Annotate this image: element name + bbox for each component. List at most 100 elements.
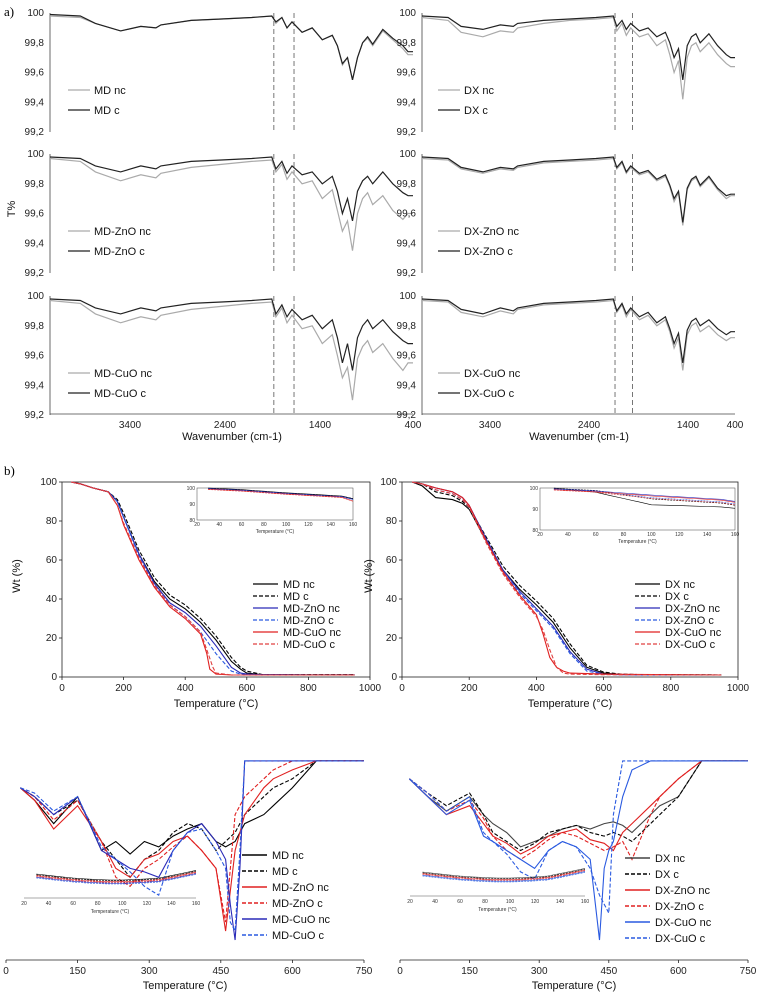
tga-dx-chart: 0 200 400 600 800 1000020406080100Temperature… xyxy=(363,477,750,710)
ftir-md-subplot: 99,2 99,4 99,6 99,8 100 T% MD-ZnO nc MD-ZnO c xyxy=(6,149,413,279)
inset-series-line xyxy=(36,870,197,881)
x-tick-label: 3400 xyxy=(479,420,502,431)
legend-label: DX-CuO nc xyxy=(655,917,712,929)
x-tick-label: 200 xyxy=(115,683,132,694)
inset-series-line xyxy=(36,872,197,883)
y-tick-label: 99,8 xyxy=(397,38,417,49)
tga-md-chart: 0 200 400 600 800 1000020406080100Temperature… xyxy=(11,477,382,710)
x-tick-label: 0 xyxy=(397,966,403,977)
inset-y-tick-label: 90 xyxy=(189,502,195,508)
inset-series-line xyxy=(422,871,586,882)
y-tick-label: 40 xyxy=(46,594,58,605)
inset-x-tick-label: 160 xyxy=(192,901,201,907)
series-line xyxy=(408,760,748,861)
inset-series-line xyxy=(422,868,586,880)
x-tick-label: 150 xyxy=(69,966,86,977)
inset-y-tick-label: 100 xyxy=(530,486,539,492)
legend-label: DX-CuO c xyxy=(665,639,716,651)
inset-x-tick-label: 40 xyxy=(217,522,223,528)
y-tick-label: 99,4 xyxy=(397,238,417,249)
series-line xyxy=(20,760,364,923)
inset-series-line xyxy=(553,489,736,506)
series-line xyxy=(408,760,748,848)
series-line xyxy=(421,156,735,223)
inset-x-tick-label: 60 xyxy=(239,522,245,528)
inset-x-tick-label: 60 xyxy=(457,899,463,905)
legend-label: MD-CuO c xyxy=(272,930,324,942)
inset-series-line xyxy=(553,488,736,502)
inset-series-line xyxy=(36,870,197,882)
series-line xyxy=(49,157,413,251)
inset-series-line xyxy=(422,868,586,879)
y-tick-label: 99,2 xyxy=(25,410,45,421)
x-tick-label: 1400 xyxy=(309,420,332,431)
x-axis-label: Temperature (°C) xyxy=(174,698,258,710)
y-tick-label: 99,2 xyxy=(25,127,45,138)
x-tick-label: 0 xyxy=(59,683,65,694)
legend-label: MD-ZnO nc xyxy=(272,882,329,894)
legend-label: DX nc xyxy=(665,579,695,591)
ftir-md-subplot: 99,2 99,4 99,6 99,8 100 MD-CuO nc MD-CuO c xyxy=(25,291,413,421)
inset-x-tick-label: 160 xyxy=(349,522,358,528)
x-tick-label: 0 xyxy=(3,966,9,977)
y-tick-label: 40 xyxy=(386,594,398,605)
inset-x-tick-label: 80 xyxy=(261,522,267,528)
legend-label: DX-ZnO nc xyxy=(464,226,520,238)
x-tick-label: 2400 xyxy=(578,420,601,431)
inset-x-tick-label: 60 xyxy=(593,532,599,538)
y-tick-label: 20 xyxy=(386,633,398,644)
dtg-md-chart: 0 150 300 450 600 750 Temperature (°C) MD nc MD … xyxy=(3,760,373,992)
y-tick-label: 99,4 xyxy=(397,97,417,108)
series-line xyxy=(49,298,413,371)
y-tick-label: 100 xyxy=(399,149,416,160)
x-tick-label: 1000 xyxy=(727,683,750,694)
inset-x-tick-label: 20 xyxy=(194,522,200,528)
inset-series-line xyxy=(422,870,586,881)
inset-x-tick-label: 80 xyxy=(482,899,488,905)
x-tick-label: 600 xyxy=(238,683,255,694)
inset-y-tick-label: 80 xyxy=(532,528,538,534)
y-tick-label: 100 xyxy=(40,477,57,488)
x-tick-label: 600 xyxy=(670,966,687,977)
legend-label: MD-CuO c xyxy=(94,388,146,400)
series-line xyxy=(421,16,735,100)
dtg-md-inset: 20 40 60 80 100 120 140 160 Temperature (°C) xyxy=(21,870,200,915)
y-tick-label: 100 xyxy=(399,291,416,302)
x-tick-label: 800 xyxy=(662,683,679,694)
legend-label: DX nc xyxy=(655,853,685,865)
inset-y-tick-label: 80 xyxy=(189,518,195,524)
x-tick-label: 400 xyxy=(405,420,422,431)
legend-label: MD-CuO nc xyxy=(94,368,153,380)
inset-x-axis-label: Temperature (°C) xyxy=(91,909,130,915)
inset-x-tick-label: 160 xyxy=(581,899,590,905)
panel-label: a) xyxy=(4,4,14,19)
inset-series-line xyxy=(422,869,586,880)
inset-x-tick-label: 60 xyxy=(70,901,76,907)
y-tick-label: 99,2 xyxy=(397,410,417,421)
inset-x-tick-label: 120 xyxy=(531,899,540,905)
y-tick-label: 100 xyxy=(27,149,44,160)
inset-x-tick-label: 80 xyxy=(95,901,101,907)
legend-label: MD c xyxy=(94,105,120,117)
ftir-dx-subplot: 99,2 99,4 99,6 99,8 100 DX-ZnO nc DX-ZnO c xyxy=(397,149,735,279)
x-tick-label: 300 xyxy=(141,966,158,977)
legend-label: DX-CuO nc xyxy=(665,627,722,639)
y-axis-label: Wt (%) xyxy=(363,559,375,593)
legend-label: DX-CuO nc xyxy=(464,368,521,380)
y-tick-label: 99,8 xyxy=(397,321,417,332)
inset-series-line xyxy=(36,873,197,884)
series-line xyxy=(421,299,735,371)
legend-label: DX c xyxy=(655,869,679,881)
legend-label: MD-CuO c xyxy=(283,639,335,651)
y-tick-label: 99,6 xyxy=(25,209,45,220)
x-tick-label: 2400 xyxy=(214,420,237,431)
legend-label: MD-ZnO nc xyxy=(283,603,340,615)
x-tick-label: 800 xyxy=(300,683,317,694)
y-tick-label: 60 xyxy=(46,555,58,566)
x-tick-label: 400 xyxy=(528,683,545,694)
inset-y-tick-label: 100 xyxy=(187,486,196,492)
inset-x-axis-label: Temperature (°C) xyxy=(256,529,295,535)
x-axis-label: Temperature (°C) xyxy=(528,698,612,710)
y-tick-label: 99,8 xyxy=(25,321,45,332)
